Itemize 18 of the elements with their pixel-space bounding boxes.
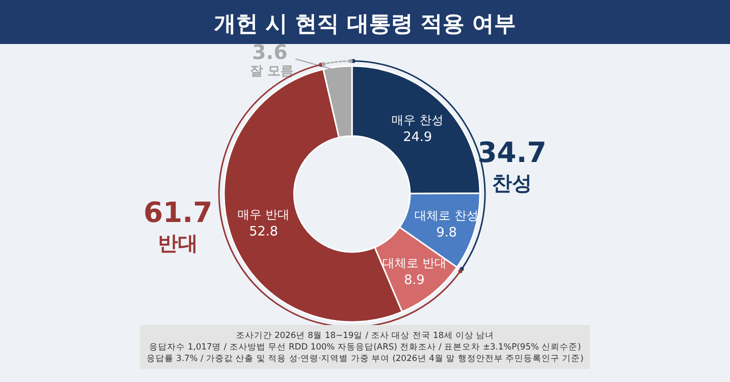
data-label: 24.9 xyxy=(403,130,432,146)
slice-label: 매우 반대 xyxy=(238,208,290,222)
text: 조사기간 2026년 8월 18~19일 / 조사 대상 전국 18세 이상 남녀 xyxy=(236,331,494,341)
data-label: 8.9 xyxy=(404,272,425,288)
data-label: 3.6 xyxy=(252,40,288,64)
text: 반대 xyxy=(158,231,198,255)
slice-label: 대체로 반대 xyxy=(382,256,446,270)
text: 61.7 xyxy=(143,196,213,229)
text: 찬성 xyxy=(492,171,532,195)
text: 응답률 3.7% / 가중값 산출 및 적용 성·연령·지역별 가중 부여 (2026년 4월 말 행정안전부 주민등록인구 기준) xyxy=(146,354,584,364)
legend-label: 잘 모름 xyxy=(250,64,294,79)
data-label: 9.8 xyxy=(436,225,457,240)
text: 응답자수 1,017명 / 조사방법 무선 RDD 100% 자동응답(ARS) 전화조사 / 표본오차 ±3.1%P(95% 신뢰수준) xyxy=(149,342,581,352)
slice-label: 대체로 찬성 xyxy=(414,208,478,222)
text: 34.7 xyxy=(477,136,547,169)
data-label: 52.8 xyxy=(249,224,278,240)
chart-title: 개헌 시 현직 대통령 적용 여부 xyxy=(214,12,516,37)
slice-label: 매우 찬성 xyxy=(392,113,444,128)
